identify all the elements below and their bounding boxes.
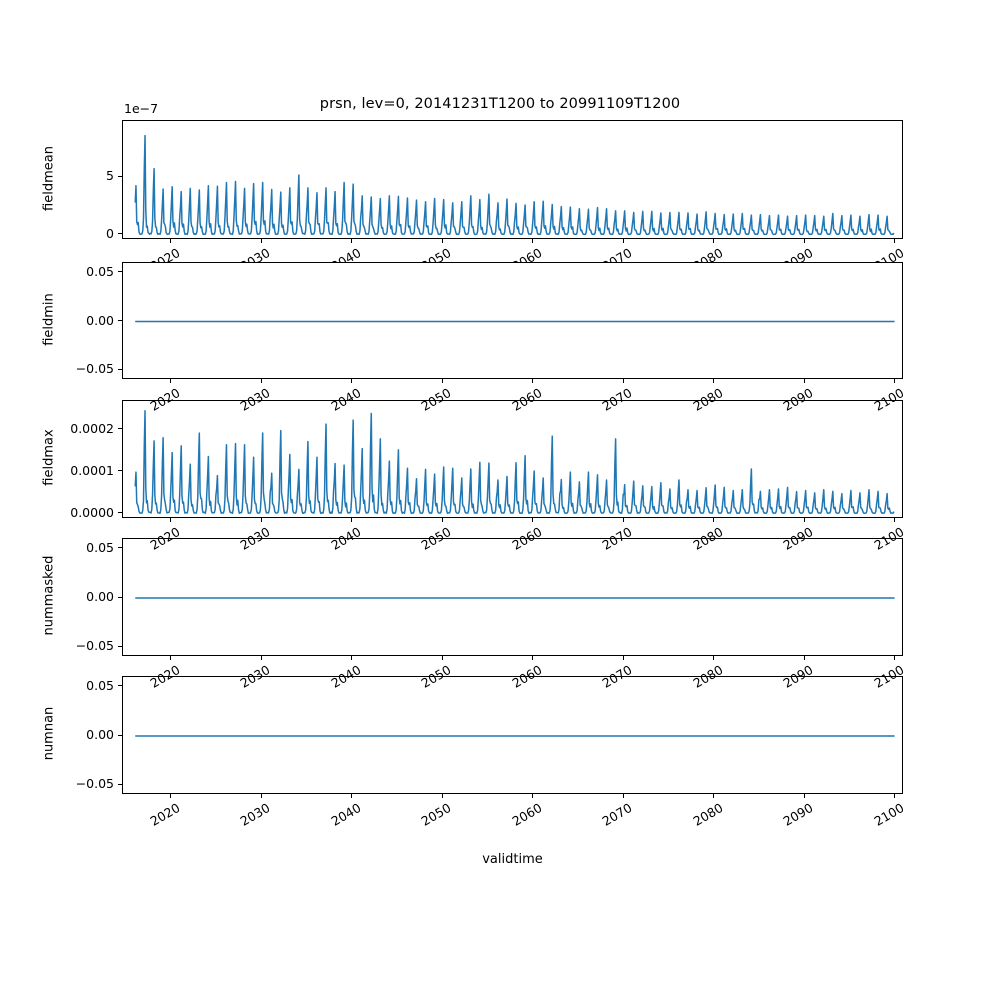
x-tick-mark (803, 379, 805, 383)
y-tick-mark (118, 428, 122, 430)
x-tick-mark (170, 518, 172, 522)
x-tick-mark (622, 518, 624, 522)
plot-area-fieldmax (134, 410, 895, 514)
x-tick-mark (170, 379, 172, 383)
y-tick-label: 0.0002 (70, 420, 114, 436)
x-tick-mark (622, 656, 624, 660)
x-tick-mark (532, 656, 534, 660)
x-tick-mark (622, 379, 624, 383)
y-tick-label: 0.05 (86, 677, 114, 693)
y-tick-mark (118, 512, 122, 514)
y-tick-label: 0.05 (86, 539, 114, 555)
y-tick-label: 0.00 (86, 589, 114, 604)
x-tick-mark (170, 239, 172, 243)
x-tick-mark (351, 239, 353, 243)
y-tick-mark (118, 368, 122, 370)
x-tick-mark (713, 656, 715, 660)
subplot-fieldmin (122, 262, 903, 379)
y-tick-label: −0.05 (75, 638, 114, 654)
x-tick-mark (441, 379, 443, 383)
y-tick-label: 0.00 (86, 312, 114, 328)
x-tick-mark (803, 239, 805, 243)
x-axis-label: validtime (482, 852, 543, 867)
x-tick-mark (351, 518, 353, 522)
y-tick-label: 0.05 (86, 263, 114, 279)
x-tick-mark (441, 518, 443, 522)
x-tick-mark (803, 518, 805, 522)
x-tick-mark (260, 794, 262, 798)
x-tick-mark (803, 794, 805, 798)
y-tick-mark (118, 175, 122, 177)
x-tick-mark (803, 656, 805, 660)
x-tick-mark (260, 656, 262, 660)
x-tick-mark (713, 518, 715, 522)
y-tick-label: 0.0000 (70, 504, 114, 520)
plot-area-fieldmean (134, 134, 895, 236)
data-line-fieldmean (134, 134, 895, 236)
x-tick-mark (351, 656, 353, 660)
subplot-numnan (122, 676, 903, 794)
y-tick-mark (118, 645, 122, 647)
x-tick-mark (441, 656, 443, 660)
y-tick-mark (118, 547, 122, 549)
y-tick-mark (118, 470, 122, 472)
y-tick-label: −0.05 (75, 776, 114, 792)
x-tick-mark (713, 794, 715, 798)
x-tick-mark (260, 518, 262, 522)
y-tick-mark (118, 271, 122, 273)
y-tick-mark (118, 596, 122, 598)
x-tick-mark (622, 794, 624, 798)
y-tick-mark (118, 734, 122, 736)
x-tick-mark (532, 518, 534, 522)
x-tick-mark (894, 794, 896, 798)
x-tick-mark (894, 379, 896, 383)
subplot-fieldmean (122, 120, 903, 239)
y-tick-mark (118, 685, 122, 687)
plot-area-numnan (135, 735, 895, 737)
subplot-nummasked (122, 538, 903, 656)
x-tick-mark (351, 379, 353, 383)
y-tick-label: 5 (106, 168, 114, 184)
x-tick-mark (170, 656, 172, 660)
x-tick-mark (622, 239, 624, 243)
y-axis-offset-text: 1e−7 (124, 101, 159, 116)
x-tick-mark (170, 794, 172, 798)
subplot-fieldmax (122, 400, 903, 518)
y-tick-label: −0.05 (75, 361, 114, 377)
x-tick-mark (532, 794, 534, 798)
subplot-overlap-mask (0, 676, 1000, 1000)
x-tick-mark (260, 239, 262, 243)
x-tick-mark (894, 518, 896, 522)
data-line-fieldmax (134, 410, 895, 514)
x-tick-mark (441, 239, 443, 243)
y-tick-label: 0 (106, 225, 114, 241)
plot-area-fieldmin (135, 320, 895, 323)
x-tick-mark (894, 239, 896, 243)
y-tick-label: 0.00 (86, 727, 114, 742)
x-tick-mark (713, 239, 715, 243)
y-tick-mark (118, 783, 122, 785)
x-tick-mark (532, 239, 534, 243)
x-tick-mark (441, 794, 443, 798)
x-tick-mark (260, 379, 262, 383)
x-tick-mark (713, 379, 715, 383)
plot-area-nummasked (135, 597, 895, 599)
y-tick-mark (118, 233, 122, 235)
y-tick-mark (118, 320, 122, 322)
x-tick-mark (351, 794, 353, 798)
figure-title: prsn, lev=0, 20141231T1200 to 20991109T1… (319, 96, 681, 112)
x-tick-mark (532, 379, 534, 383)
x-tick-mark (894, 656, 896, 660)
y-tick-label: 0.0001 (70, 462, 114, 478)
